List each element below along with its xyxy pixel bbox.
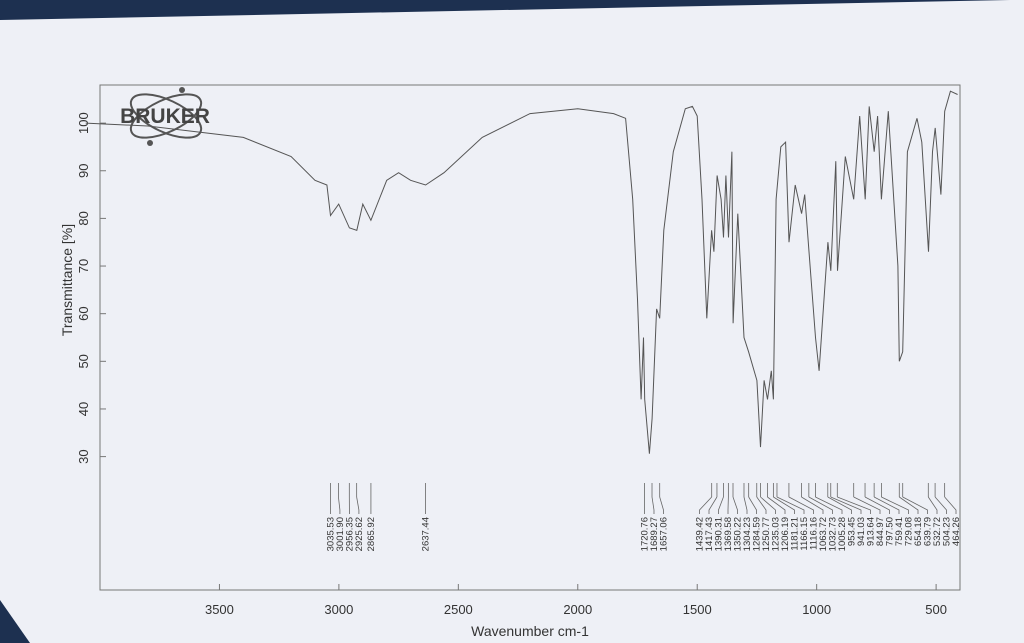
x-tick-label: 3000 [324, 602, 353, 617]
x-axis-title: Wavenumber cm-1 [471, 623, 589, 639]
x-tick-label: 2500 [444, 602, 473, 617]
peak-connector [699, 496, 712, 514]
x-tick-label: 2000 [563, 602, 592, 617]
y-tick-label: 50 [76, 354, 91, 368]
peak-label: 759.41 [894, 517, 905, 546]
peak-connector [718, 496, 724, 514]
y-tick-label: 80 [76, 211, 91, 225]
peak-connector [881, 496, 909, 514]
peak-label: 1206.19 [780, 517, 791, 551]
peak-connector [338, 496, 341, 514]
peak-label: 2865.92 [366, 517, 377, 551]
peak-label: 953.45 [847, 517, 858, 546]
peak-connector [837, 496, 871, 514]
peak-label: 1166.15 [799, 517, 810, 551]
peak-label: 797.50 [885, 517, 896, 546]
y-axis-title: Transmittance [%] [59, 224, 75, 336]
y-tick-label: 90 [76, 164, 91, 178]
peak-connector [760, 496, 776, 514]
peak-connector [853, 496, 881, 514]
peak-label: 1417.43 [704, 517, 715, 551]
x-tick-label: 1500 [683, 602, 712, 617]
peak-label: 2637.44 [421, 517, 432, 551]
peak-label: 2925.62 [354, 517, 365, 551]
peak-connector [944, 496, 957, 514]
y-tick-label: 100 [76, 112, 91, 134]
peak-connector [748, 496, 757, 514]
peak-connector [801, 496, 824, 514]
peak-connector [927, 496, 938, 514]
peak-connector [651, 496, 655, 514]
peak-connector [815, 496, 843, 514]
peak-connector [873, 496, 900, 514]
peak-label: 1284.59 [752, 517, 763, 551]
peak-label: 3035.53 [325, 517, 336, 551]
peak-label: 639.79 [923, 517, 934, 546]
peak-connector [827, 496, 852, 514]
peak-label: 729.08 [904, 517, 915, 546]
peak-label: 464.26 [951, 517, 962, 546]
peak-label: 1005.28 [837, 517, 848, 551]
x-tick-label: 500 [925, 602, 947, 617]
peak-connector [356, 496, 360, 514]
brand: BRUKER [120, 105, 210, 128]
peak-connector [743, 496, 748, 514]
peak-label: 1439.42 [695, 517, 706, 551]
peak-connector [899, 496, 919, 514]
peak-label: 1063.72 [818, 517, 829, 551]
peak-label: 3001.90 [335, 517, 346, 551]
peak-connector [773, 496, 795, 514]
spectrum-line [85, 90, 958, 454]
peak-connector [830, 496, 862, 514]
peak-label: 1657.06 [658, 517, 669, 551]
plot-frame [99, 84, 961, 591]
y-tick-label: 40 [76, 402, 91, 416]
peak-label: 941.03 [856, 517, 867, 546]
peak-label: 1304.23 [742, 517, 753, 551]
peak-connector [788, 496, 814, 514]
peak-label: 654.18 [913, 517, 924, 546]
peak-connector [732, 496, 738, 514]
peak-connector [756, 496, 767, 514]
peak-label: 1689.27 [649, 517, 660, 551]
peak-label: 1235.03 [771, 517, 782, 551]
peak-label: 1116.16 [809, 517, 820, 550]
peak-label: 2956.35 [344, 517, 355, 551]
peak-label: 1720.76 [639, 517, 650, 551]
x-tick-label: 3500 [205, 602, 234, 617]
peak-connector [902, 496, 928, 514]
peak-connector [767, 496, 786, 514]
peak-label: 1181.21 [790, 517, 801, 551]
peak-label: 1369.58 [723, 517, 734, 551]
peak-label: 913.64 [866, 517, 877, 546]
peak-label: 844.97 [875, 517, 886, 546]
peak-label: 1250.77 [761, 517, 772, 551]
y-tick-label: 70 [76, 259, 91, 273]
y-tick-label: 30 [76, 449, 91, 463]
peak-connector [934, 496, 947, 514]
peak-connector [776, 496, 805, 514]
x-tick-label: 1000 [802, 602, 831, 617]
peak-label: 1032.73 [828, 517, 839, 551]
peak-connector [659, 496, 664, 514]
peak-connector [708, 496, 718, 514]
peak-label: 1390.31 [714, 517, 725, 551]
peak-connector [864, 496, 890, 514]
peak-label: 1350.22 [733, 517, 744, 551]
peak-connector [808, 496, 833, 514]
peak-label: 532.72 [932, 517, 943, 546]
peak-label: 504.23 [942, 517, 953, 546]
y-tick-label: 60 [76, 306, 91, 320]
